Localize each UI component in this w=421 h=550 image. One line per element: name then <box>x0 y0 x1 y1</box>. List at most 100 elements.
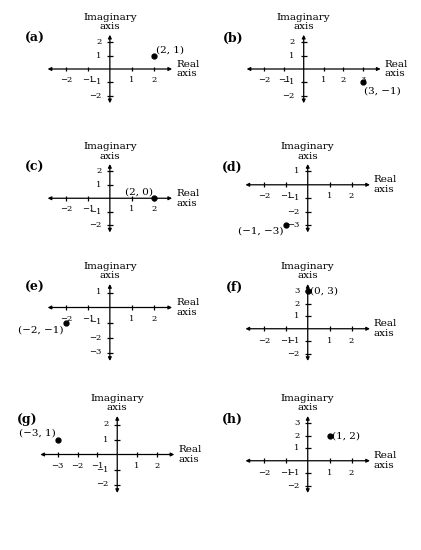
Text: (−3, 1): (−3, 1) <box>19 428 56 437</box>
Text: (g): (g) <box>17 413 37 426</box>
Text: −2: −2 <box>60 205 72 213</box>
Text: Imaginary
axis: Imaginary axis <box>281 142 335 161</box>
Text: 3: 3 <box>360 76 366 84</box>
Text: (b): (b) <box>223 32 244 45</box>
Text: 1: 1 <box>290 52 295 59</box>
Text: 2: 2 <box>294 300 299 308</box>
Text: −2: −2 <box>258 469 270 477</box>
Text: Real
axis: Real axis <box>176 59 200 78</box>
Text: 1: 1 <box>327 192 332 200</box>
Text: 2: 2 <box>96 167 101 175</box>
Text: Imaginary
axis: Imaginary axis <box>83 142 137 161</box>
Text: −1: −1 <box>89 208 101 216</box>
Text: Imaginary
axis: Imaginary axis <box>91 394 144 412</box>
Text: 2: 2 <box>294 432 299 440</box>
Text: (a): (a) <box>25 32 45 45</box>
Text: Imaginary
axis: Imaginary axis <box>83 262 137 280</box>
Text: 1: 1 <box>129 315 134 323</box>
Text: (3, −1): (3, −1) <box>364 86 401 96</box>
Text: 2: 2 <box>341 76 346 84</box>
Text: 1: 1 <box>294 167 299 175</box>
Text: (0, 3): (0, 3) <box>310 287 338 296</box>
Text: −2: −2 <box>287 208 299 216</box>
Text: −1: −1 <box>280 469 292 477</box>
Text: −1: −1 <box>280 337 292 345</box>
Text: 3: 3 <box>294 287 299 295</box>
Text: 1: 1 <box>103 436 108 443</box>
Text: 1: 1 <box>129 205 134 213</box>
Text: −2: −2 <box>89 221 101 229</box>
Text: 1: 1 <box>96 52 101 59</box>
Text: −1: −1 <box>282 79 295 86</box>
Text: −2: −2 <box>287 482 299 490</box>
Text: 2: 2 <box>349 469 354 477</box>
Text: −2: −2 <box>60 76 72 84</box>
Text: 1: 1 <box>129 76 134 84</box>
Text: (2, 1): (2, 1) <box>156 45 184 54</box>
Text: −3: −3 <box>52 463 64 470</box>
Text: 2: 2 <box>103 421 108 428</box>
Text: −2: −2 <box>96 481 108 488</box>
Text: −2: −2 <box>89 333 101 342</box>
Text: 1: 1 <box>96 181 101 189</box>
Text: −2: −2 <box>282 92 295 100</box>
Text: Real
axis: Real axis <box>385 59 408 78</box>
Text: −2: −2 <box>60 315 72 323</box>
Text: −1: −1 <box>89 318 101 327</box>
Text: (h): (h) <box>222 413 243 426</box>
Text: −2: −2 <box>72 463 84 470</box>
Text: 2: 2 <box>349 192 354 200</box>
Text: (2, 0): (2, 0) <box>125 187 152 196</box>
Text: 1: 1 <box>294 444 299 452</box>
Text: 1: 1 <box>327 337 332 345</box>
Text: 1: 1 <box>327 469 332 477</box>
Text: −2: −2 <box>89 92 101 100</box>
Text: (f): (f) <box>226 281 243 294</box>
Text: 1: 1 <box>134 463 140 470</box>
Text: (−1, −3): (−1, −3) <box>238 227 283 235</box>
Text: 3: 3 <box>294 419 299 427</box>
Text: Real
axis: Real axis <box>374 175 397 194</box>
Text: Real
axis: Real axis <box>179 445 202 464</box>
Text: −2: −2 <box>287 350 299 358</box>
Text: 2: 2 <box>151 76 156 84</box>
Text: −3: −3 <box>89 349 101 356</box>
Text: −1: −1 <box>287 337 299 345</box>
Text: (−2, −1): (−2, −1) <box>18 326 64 334</box>
Text: −1: −1 <box>96 465 108 474</box>
Text: Real
axis: Real axis <box>176 189 200 207</box>
Text: −1: −1 <box>278 76 290 84</box>
Text: 1: 1 <box>294 312 299 320</box>
Text: −1: −1 <box>280 192 292 200</box>
Text: 1: 1 <box>321 76 326 84</box>
Text: (d): (d) <box>222 161 243 174</box>
Text: (1, 2): (1, 2) <box>332 431 360 440</box>
Text: Imaginary
axis: Imaginary axis <box>281 394 335 412</box>
Text: Real
axis: Real axis <box>374 452 397 470</box>
Text: −2: −2 <box>258 192 270 200</box>
Text: −3: −3 <box>287 221 299 229</box>
Text: Imaginary
axis: Imaginary axis <box>277 13 330 31</box>
Text: −1: −1 <box>91 463 104 470</box>
Text: 2: 2 <box>290 38 295 46</box>
Text: 2: 2 <box>154 463 160 470</box>
Text: Real
axis: Real axis <box>374 320 397 338</box>
Text: −1: −1 <box>82 315 94 323</box>
Text: (c): (c) <box>25 161 45 174</box>
Text: 2: 2 <box>151 205 156 213</box>
Text: −1: −1 <box>287 194 299 202</box>
Text: 2: 2 <box>96 38 101 46</box>
Text: Real
axis: Real axis <box>176 298 200 317</box>
Text: −1: −1 <box>89 79 101 86</box>
Text: (e): (e) <box>25 281 45 294</box>
Text: 1: 1 <box>96 289 101 296</box>
Text: −2: −2 <box>258 337 270 345</box>
Text: −1: −1 <box>82 76 94 84</box>
Text: −1: −1 <box>287 469 299 477</box>
Text: 2: 2 <box>349 337 354 345</box>
Text: Imaginary
axis: Imaginary axis <box>83 13 137 31</box>
Text: 2: 2 <box>151 315 156 323</box>
Text: Imaginary
axis: Imaginary axis <box>281 262 335 280</box>
Text: −1: −1 <box>82 205 94 213</box>
Text: −2: −2 <box>258 76 270 84</box>
